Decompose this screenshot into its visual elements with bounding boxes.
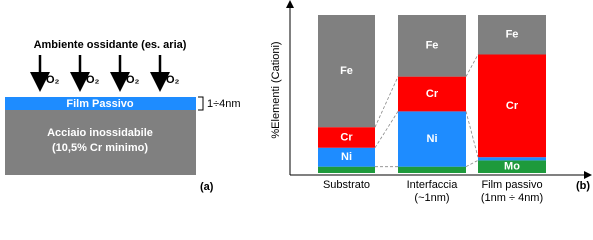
bracket [198, 96, 204, 111]
bar-segment [398, 15, 466, 77]
segment-label: Cr [426, 88, 439, 100]
heading: Ambiente ossidante (es. aria) [34, 39, 187, 51]
panel-b: %Elementi (Cationi) (b) Ni Cr Fe Substrato N… [270, 0, 592, 204]
bar-segment [478, 15, 546, 55]
bar-segment [478, 157, 546, 161]
tag: (a) [200, 181, 214, 193]
film-layer [5, 97, 196, 110]
film-label: Film Passivo [66, 98, 134, 110]
bar-segment [318, 15, 375, 128]
connector [374, 76, 399, 128]
bar-segment [318, 127, 375, 148]
bar-segment [398, 111, 466, 167]
category-sublabel: (~1nm) [414, 192, 449, 204]
figure: Ambiente ossidante (es. aria) O₂ O₂ O₂ O₂ F… [5, 0, 592, 204]
connector [465, 111, 479, 158]
bar-segment [398, 76, 466, 112]
bar-segment [398, 166, 466, 173]
substrate-label: Acciaio inossidabile [47, 127, 153, 139]
category-sublabel: (1nm ÷ 4nm) [481, 192, 543, 204]
tag: (b) [576, 180, 590, 192]
segment-label: Cr [506, 100, 519, 112]
segment-label: Fe [340, 65, 353, 77]
arrow-label: O₂ [46, 74, 60, 86]
arrow-label: O₂ [166, 74, 180, 86]
thickness: 1÷4nm [207, 98, 241, 110]
segment-label: Cr [340, 131, 353, 143]
y-label: %Elementi (Cationi) [270, 41, 282, 138]
bar-segment [478, 160, 546, 173]
arrow-label: O₂ [86, 74, 100, 86]
substrate-block [5, 110, 196, 175]
category-label: Interfaccia [407, 179, 459, 191]
segment-label: Fe [426, 40, 439, 52]
connector [465, 54, 479, 77]
panel-a: Ambiente ossidante (es. aria) O₂ O₂ O₂ O₂ F… [5, 39, 241, 193]
bar-segment [318, 166, 375, 173]
arrow-label: O₂ [126, 74, 140, 86]
connector [465, 160, 479, 168]
category-label: Film passivo [481, 179, 542, 191]
bar-segment [478, 54, 546, 158]
substrate-label: (10,5% Cr minimo) [52, 142, 148, 154]
category-label: Substrato [323, 179, 370, 191]
segment-label: Ni [341, 151, 352, 163]
segment-label: Mo [504, 161, 520, 173]
segment-label: Ni [427, 133, 438, 145]
connector [374, 111, 399, 148]
bar-segment [318, 147, 375, 167]
segment-label: Fe [506, 29, 519, 41]
